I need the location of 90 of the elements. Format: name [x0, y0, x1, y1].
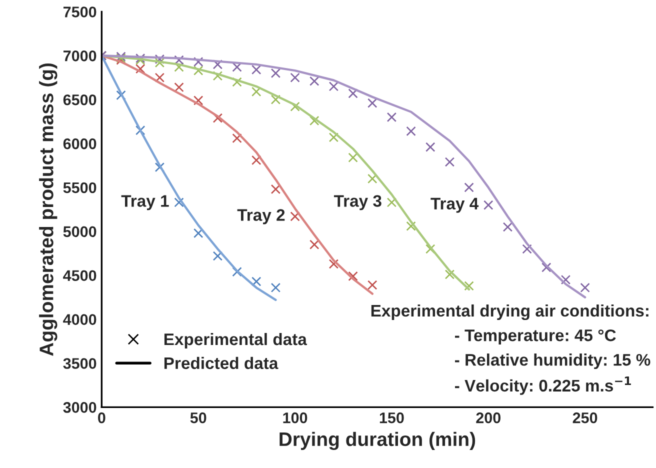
point	[135, 64, 146, 74]
point	[426, 244, 436, 254]
y-tick-label: 6000	[63, 138, 96, 150]
point	[154, 72, 165, 82]
point	[270, 68, 281, 78]
y-tick-label: 7500	[63, 6, 96, 18]
x-tick-label: 100	[283, 412, 308, 424]
series-label: Tray 1	[121, 195, 169, 210]
point	[232, 62, 242, 72]
line-series	[102, 54, 277, 302]
point	[368, 280, 378, 290]
legend-label: Experimental data	[164, 332, 308, 349]
point	[386, 112, 397, 122]
point	[368, 174, 378, 184]
point	[502, 222, 513, 232]
x-axis-title: Drying duration (min)	[280, 432, 476, 450]
annotation: - Temperature: 45 °C	[454, 329, 616, 345]
point	[270, 184, 281, 194]
point	[406, 126, 416, 136]
point	[522, 244, 532, 254]
point	[212, 113, 223, 123]
x-tick-label: 150	[380, 412, 404, 424]
point	[426, 142, 436, 152]
point	[212, 70, 223, 81]
point	[444, 157, 455, 167]
y-tick-label: 4500	[63, 270, 96, 282]
point	[348, 88, 358, 98]
point	[310, 240, 320, 250]
point	[232, 266, 242, 277]
line-series	[102, 54, 374, 295]
point	[328, 132, 339, 142]
annotation: - Relative humidity: 15 %	[454, 354, 650, 370]
point	[251, 155, 262, 166]
point	[251, 86, 262, 97]
point	[290, 102, 300, 112]
point	[270, 94, 281, 104]
y-tick-label: 3500	[63, 358, 96, 369]
point	[193, 228, 204, 238]
point	[174, 55, 184, 65]
point	[386, 198, 397, 208]
point	[310, 76, 320, 86]
point	[328, 82, 339, 92]
annotation: - Velocity: 0.225 m.s$^{−1}$	[454, 376, 631, 395]
x-tick-label: 50	[190, 412, 206, 424]
point	[464, 182, 474, 192]
point	[328, 259, 339, 269]
point	[135, 125, 146, 136]
y-tick-label: 7000	[63, 50, 96, 62]
point	[290, 72, 300, 82]
point	[212, 251, 223, 261]
point	[580, 282, 590, 293]
legend-label: Predicted data	[164, 356, 278, 370]
point	[406, 221, 416, 231]
series-label: Tray 2	[237, 209, 285, 224]
point	[174, 198, 184, 208]
point	[464, 281, 474, 291]
series-label: Tray 3	[334, 195, 382, 210]
point	[251, 64, 262, 75]
series-label: Tray 4	[430, 198, 479, 213]
point	[368, 98, 378, 108]
y-tick-label: 3000	[63, 402, 96, 413]
point	[232, 77, 242, 87]
point	[310, 116, 320, 126]
y-tick-label: 5500	[63, 182, 96, 194]
point	[444, 270, 455, 280]
point	[484, 200, 494, 210]
point	[542, 262, 552, 272]
x-tick-label: 250	[572, 412, 598, 424]
line-series	[102, 54, 586, 298]
point	[193, 66, 204, 76]
x-tick-label: 200	[476, 412, 500, 424]
point	[193, 96, 204, 106]
x-tick-label: 0	[98, 412, 106, 424]
point	[193, 56, 204, 67]
y-tick-label: 6500	[63, 94, 96, 106]
point	[174, 62, 184, 72]
annotation: Experimental drying air conditions:	[371, 304, 648, 320]
y-tick-label: 4000	[63, 314, 96, 325]
point	[290, 212, 300, 222]
point	[232, 133, 242, 144]
point	[116, 90, 126, 100]
point	[348, 152, 358, 162]
y-tick-label: 5000	[63, 226, 96, 238]
point	[270, 282, 281, 293]
y-axis-title: Agglomerated product mass (g)	[39, 63, 58, 356]
point	[560, 274, 571, 285]
point	[154, 58, 165, 68]
point	[251, 276, 262, 286]
point	[348, 271, 358, 282]
point	[174, 82, 184, 92]
